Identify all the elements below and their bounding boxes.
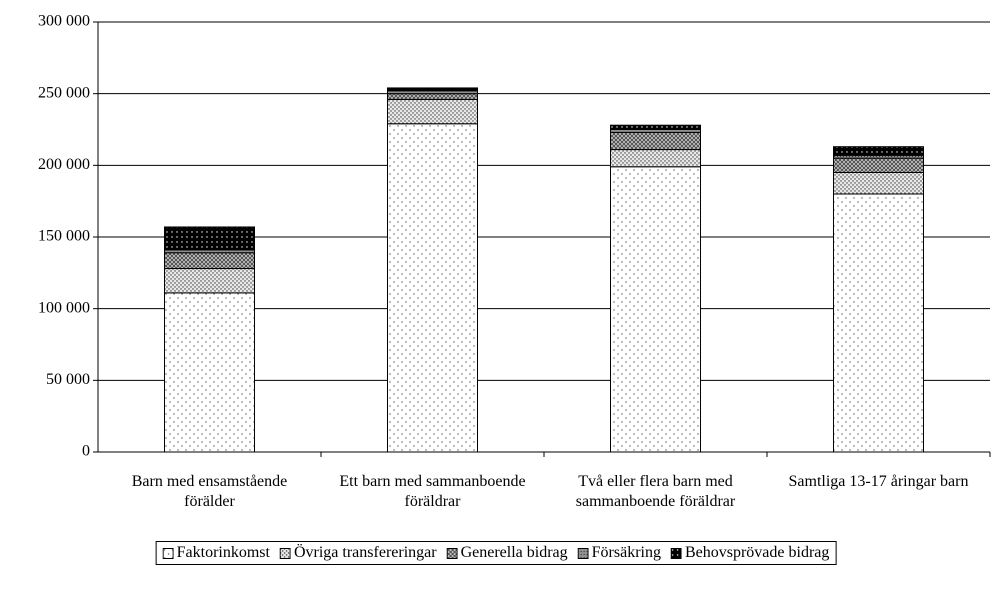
legend-swatch-rect	[279, 547, 291, 559]
y-tick-label: 50 000	[46, 371, 90, 388]
bar-segment	[833, 157, 924, 174]
x-tick-label: Ett barn med sammanboende föräldrar	[339, 473, 526, 510]
legend-label: Övriga transfereringar	[293, 544, 437, 561]
legend-swatch-rect	[670, 547, 682, 559]
bar-segment	[610, 131, 701, 151]
bar-segment	[833, 146, 924, 156]
bar-segment	[164, 292, 255, 453]
x-tick-label: Två eller flera barn med sammanboende fö…	[575, 473, 736, 510]
y-tick-label: 200 000	[38, 156, 90, 173]
y-tick-label: 300 000	[38, 13, 90, 30]
legend: Faktorinkomst Övriga transfereringar Gener…	[155, 541, 837, 565]
legend-item: Behovsprövade bidrag	[670, 544, 830, 562]
bar-segment	[387, 93, 478, 100]
bar-segment	[610, 149, 701, 168]
legend-swatch	[446, 547, 458, 559]
bar-segment	[387, 87, 478, 92]
legend-item: Försäkring	[577, 544, 661, 562]
legend-swatch	[670, 547, 682, 559]
bar-segment	[610, 124, 701, 130]
x-tick-label: Samtliga 13-17 åringar barn	[788, 473, 969, 490]
y-tick-label: 150 000	[38, 228, 90, 245]
bar-segment	[387, 98, 478, 125]
bar-segment	[833, 172, 924, 195]
x-tick-label: Barn med ensamstående förälder	[131, 473, 288, 510]
legend-label: Behovsprövade bidrag	[684, 544, 830, 561]
bar-segment	[164, 268, 255, 294]
bar-segment	[164, 226, 255, 251]
legend-item: Övriga transfereringar	[279, 544, 437, 562]
bar-segment	[610, 166, 701, 453]
legend-label: Försäkring	[591, 544, 661, 561]
y-tick-label: 0	[82, 443, 90, 460]
legend-item: Generella bidrag	[446, 544, 568, 562]
legend-swatch-rect	[162, 547, 174, 559]
bar-segment	[833, 193, 924, 453]
bar-segment	[164, 252, 255, 270]
legend-swatch	[279, 547, 291, 559]
legend-label: Generella bidrag	[460, 544, 568, 561]
legend-swatch-rect	[446, 547, 458, 559]
legend-swatch-rect	[577, 547, 589, 559]
y-tick-label: 250 000	[38, 84, 90, 101]
legend-swatch	[162, 547, 174, 559]
legend-item: Faktorinkomst	[162, 544, 270, 562]
legend-swatch	[577, 547, 589, 559]
y-tick-label: 100 000	[38, 299, 90, 316]
bar-segment	[387, 123, 478, 453]
legend-label: Faktorinkomst	[176, 544, 270, 561]
